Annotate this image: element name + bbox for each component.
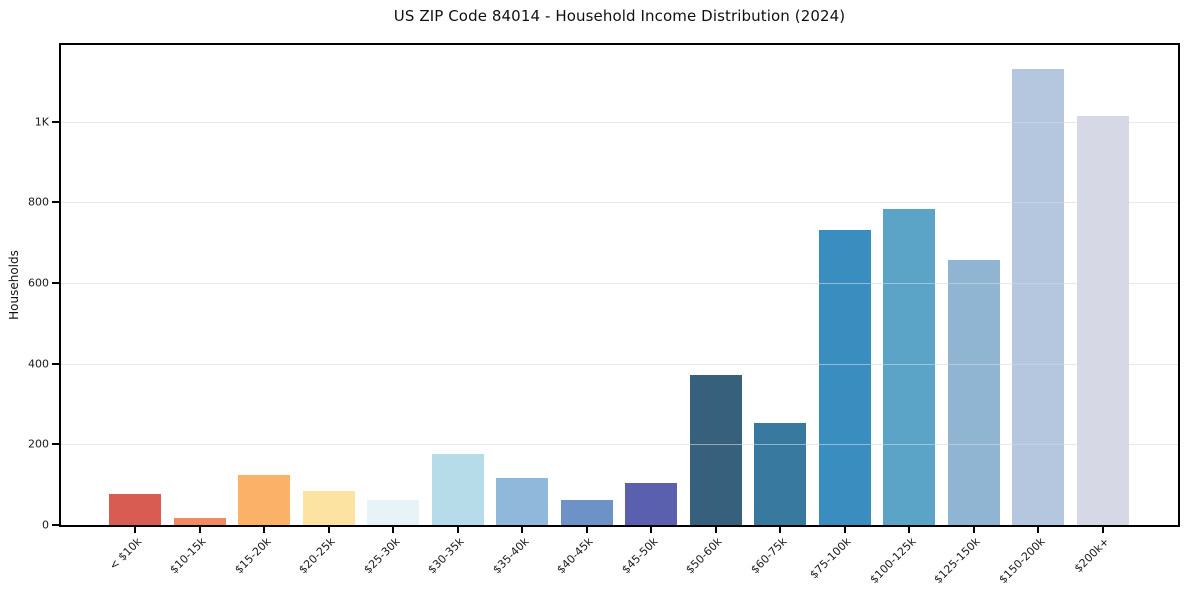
x-tick-mark: [714, 527, 717, 533]
bar-75-100k: [818, 229, 871, 525]
x-tick-mark: [843, 527, 846, 533]
y-tick-mark: [52, 201, 59, 204]
bar-35-40k: [496, 477, 548, 525]
x-tick-mark: [908, 527, 910, 533]
x-tick-mark: [1101, 527, 1104, 533]
bar-150-200k: [1012, 69, 1064, 525]
y-tick-mark: [52, 120, 59, 123]
bar-60-75k: [754, 422, 806, 525]
bar-200k: [1076, 115, 1129, 525]
x-tick-label: $50-60k: [683, 535, 725, 577]
x-tick-mark: [263, 527, 265, 533]
x-tick-label: $45-50k: [618, 535, 661, 577]
x-tick-label: < $10k: [106, 535, 145, 573]
bar-25-30k: [367, 499, 419, 525]
x-tick-mark: [134, 527, 136, 533]
x-tick-label: $75-100k: [807, 535, 854, 582]
y-tick-label: 1K: [34, 115, 49, 129]
y-tick-label: 200: [28, 437, 49, 451]
gridline: [61, 121, 1178, 123]
gridline: [61, 444, 1178, 446]
x-tick-mark: [521, 527, 523, 533]
x-tick-label: $20-25k: [296, 535, 338, 577]
x-tick-label: $25-30k: [360, 535, 403, 577]
x-tick-label: $35-40k: [489, 535, 532, 577]
bar-15-20k: [238, 475, 290, 525]
x-tick-label: $40-45k: [554, 535, 596, 577]
bar-50-60k: [689, 374, 742, 525]
y-tick-label: 0: [42, 518, 49, 532]
x-tick-mark: [779, 527, 781, 533]
y-tick-label: 800: [28, 195, 49, 209]
x-tick-mark: [392, 527, 394, 533]
x-tick-mark: [456, 527, 459, 533]
bar-40-45k: [560, 499, 613, 525]
bar-125-150k: [947, 260, 1000, 525]
bar-20-25k: [302, 490, 355, 525]
y-axis-label: Households: [7, 250, 21, 320]
bar-10k: [109, 493, 161, 525]
y-tick-mark: [52, 443, 59, 446]
x-tick-mark: [650, 527, 652, 533]
chart-title: US ZIP Code 84014 - Household Income Dis…: [393, 7, 846, 25]
x-tick-mark: [585, 527, 588, 533]
y-tick-mark: [52, 362, 59, 365]
y-tick-label: 400: [28, 357, 49, 371]
bar-45-50k: [625, 482, 677, 525]
x-tick-mark: [327, 527, 330, 533]
x-tick-mark: [972, 527, 975, 533]
gridline: [61, 202, 1178, 204]
x-tick-label: $60-75k: [747, 535, 790, 577]
x-tick-label: $10-15k: [167, 535, 209, 577]
plot-area: < $10k $10-15k $15-20k $20-25k $25-30k $30-35…: [28, 43, 1180, 586]
x-tick-mark: [198, 527, 201, 533]
gridline: [61, 363, 1178, 365]
x-tick-label: $30-35k: [425, 535, 467, 577]
gridline: [61, 283, 1178, 284]
bar-30-35k: [431, 454, 484, 525]
x-tick-label: $100-125k: [867, 535, 919, 587]
x-tick-label: $200k+: [1071, 535, 1112, 576]
bar-100-125k: [883, 208, 935, 525]
x-tick-label: $150-200k: [996, 535, 1048, 587]
x-tick-label: $15-20k: [231, 535, 274, 577]
x-tick-label: $125-150k: [931, 535, 983, 587]
bar-10-15k: [173, 517, 226, 525]
x-tick-mark: [1037, 527, 1039, 533]
y-tick-mark: [52, 524, 59, 526]
y-tick-mark: [52, 282, 59, 284]
y-tick-label: 600: [28, 276, 49, 290]
